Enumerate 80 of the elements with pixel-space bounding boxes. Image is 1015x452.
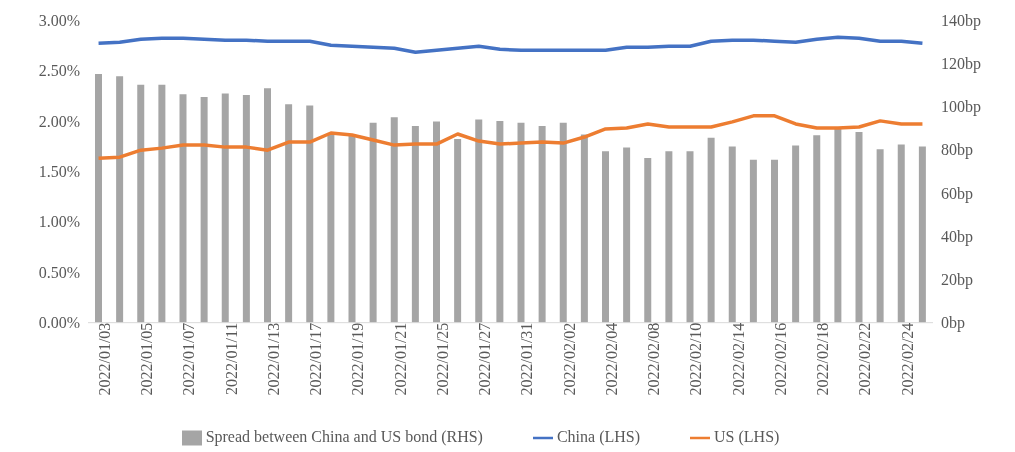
y-tick-label: 0.50%	[38, 263, 80, 281]
y-tick-label: 2.50%	[38, 62, 80, 80]
bar	[876, 149, 884, 323]
bar	[771, 159, 778, 323]
x-tick-label: 2022/01/05	[138, 322, 156, 396]
bar	[728, 146, 736, 323]
legend-label: US (LHS)	[714, 427, 780, 445]
y2-tick-label: 0bp	[941, 314, 965, 333]
y2-tick-label: 40bp	[941, 227, 973, 246]
y-tick-label: 3.00%	[38, 11, 80, 29]
bar	[517, 122, 525, 323]
y2-tick-label: 100bp	[941, 98, 981, 117]
x-tick-label: 2022/02/10	[687, 322, 705, 396]
y2-tick-label: 20bp	[941, 271, 973, 290]
x-tick-label: 2022/02/14	[729, 322, 747, 396]
bar	[390, 117, 398, 323]
bar	[116, 76, 124, 323]
bar	[665, 151, 673, 323]
line-series	[96, 114, 925, 160]
bar	[918, 146, 926, 323]
bar	[475, 119, 483, 323]
x-tick-label: 2022/01/11	[222, 322, 240, 395]
bar	[179, 94, 187, 323]
bar	[623, 147, 631, 323]
x-tick-label: 2022/01/25	[433, 322, 451, 396]
x-tick-label: 2022/01/21	[391, 322, 409, 396]
bar	[602, 151, 609, 323]
y-tick-label: 2.00%	[38, 112, 80, 130]
bar	[158, 84, 166, 323]
x-tick-label: 2022/01/27	[476, 322, 494, 396]
bar	[644, 157, 652, 323]
bar	[285, 104, 293, 323]
bar	[897, 144, 905, 323]
x-tick-label: 2022/01/19	[349, 322, 367, 396]
line-series	[96, 35, 925, 55]
y2-tick-label: 120bp	[941, 54, 981, 73]
bar	[454, 138, 462, 323]
bar	[792, 145, 800, 323]
bar	[749, 159, 757, 323]
x-tick-label: 2022/01/31	[518, 322, 536, 396]
x-tick-label: 2022/02/02	[560, 322, 578, 396]
bar	[242, 95, 250, 323]
x-tick-label: 2022/02/24	[898, 322, 916, 396]
y2-tick-label: 60bp	[941, 184, 973, 203]
bar	[559, 122, 567, 323]
x-tick-label: 2022/01/03	[95, 322, 113, 396]
x-tick-label: 2022/01/13	[264, 322, 282, 396]
x-tick-label: 2022/01/17	[307, 322, 325, 396]
x-tick-label: 2022/02/04	[602, 322, 620, 396]
x-tick-label: 2022/02/18	[814, 322, 832, 396]
bar	[707, 137, 715, 323]
bar	[327, 134, 335, 323]
bar	[496, 120, 504, 323]
x-tick-label: 2022/02/16	[771, 322, 789, 396]
bar	[686, 151, 694, 323]
bar	[264, 88, 271, 323]
bar	[433, 121, 440, 323]
y2-tick-label: 140bp	[941, 11, 981, 30]
x-tick-label: 2022/01/07	[180, 322, 198, 396]
bar	[411, 125, 419, 323]
y2-tick-label: 80bp	[941, 141, 973, 160]
bar	[306, 105, 314, 323]
bar	[538, 125, 546, 323]
y-tick-label: 0.00%	[38, 314, 80, 332]
bar	[95, 74, 102, 323]
y-tick-label: 1.00%	[38, 213, 80, 231]
bar	[369, 122, 377, 323]
y-tick-label: 1.50%	[38, 163, 80, 181]
legend-label: Spread between China and US bond (RHS)	[205, 427, 483, 445]
legend-label: China (LHS)	[556, 427, 641, 445]
bar	[855, 131, 863, 323]
bar	[221, 93, 229, 323]
bar	[348, 134, 356, 323]
x-tick-label: 2022/02/08	[645, 322, 663, 396]
x-tick-label: 2022/02/22	[856, 322, 874, 396]
bar	[580, 134, 588, 323]
bar	[834, 128, 842, 323]
bar	[200, 96, 208, 323]
bar	[813, 135, 821, 323]
bar	[137, 84, 145, 323]
